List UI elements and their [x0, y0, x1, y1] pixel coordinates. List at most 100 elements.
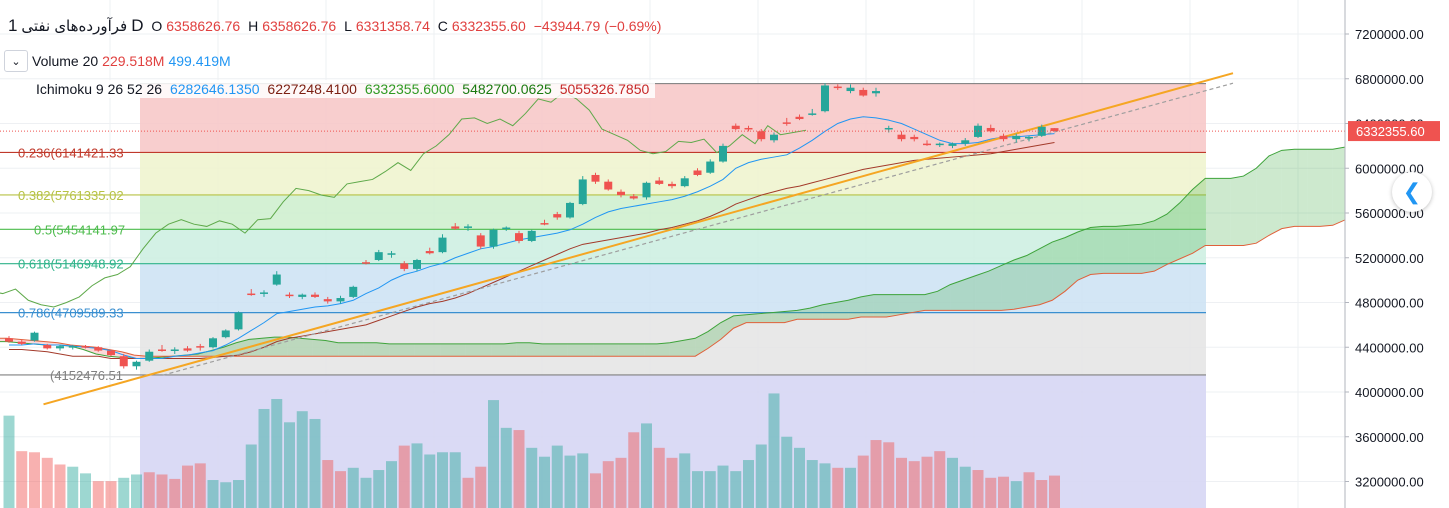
cloud-segment: [1128, 224, 1142, 274]
cloud-segment: [1269, 150, 1282, 236]
open-label: O: [151, 18, 163, 34]
volume-bar: [449, 452, 461, 508]
chevron-left-icon[interactable]: ❮: [1392, 172, 1432, 212]
cloud-segment: [746, 313, 759, 323]
cloud-segment: [771, 311, 785, 323]
close-label: C: [437, 18, 448, 34]
candle-body: [425, 251, 434, 254]
volume-bar: [717, 465, 729, 508]
fib-zone-2: [140, 194, 1206, 230]
volume-bar: [347, 467, 359, 508]
candle-body: [591, 174, 600, 182]
ichimoku-value-3: 6332355.6000: [364, 81, 455, 97]
candle-body: [821, 85, 829, 112]
candle-body: [846, 87, 855, 92]
cloud-segment: [644, 343, 657, 357]
volume-bar: [1036, 480, 1048, 508]
candle-body: [476, 235, 485, 247]
cloud-segment: [1294, 149, 1308, 227]
cloud-segment: [440, 343, 453, 357]
cloud-segment: [1307, 149, 1320, 227]
price-tick-label: 4800000.00: [1355, 296, 1424, 311]
candle-body: [323, 299, 332, 302]
symbol-name[interactable]: فرآورده‌های نفتی: [21, 18, 128, 35]
cloud-segment: [338, 342, 351, 357]
cloud-segment: [210, 347, 224, 357]
volume-bar: [870, 440, 882, 508]
cloud-segment: [1141, 220, 1155, 274]
candle-body: [731, 125, 740, 130]
cloud-segment: [873, 294, 887, 318]
cloud-segment: [835, 300, 849, 320]
interval-label[interactable]: 1D: [8, 16, 144, 35]
candle-body: [540, 223, 549, 225]
volume-bar: [258, 408, 270, 508]
volume-bar: [1010, 481, 1022, 508]
candle-body: [209, 338, 217, 348]
cloud-segment: [1230, 176, 1244, 246]
price-axis-bg: [1345, 0, 1449, 508]
low-label: L: [344, 18, 352, 34]
volume-bar: [947, 457, 958, 508]
cloud-segment: [465, 343, 479, 357]
candle-body: [502, 227, 511, 230]
volume-label[interactable]: Volume 20: [32, 53, 99, 69]
cloud-segment: [1026, 248, 1040, 307]
cloud-segment: [682, 338, 696, 357]
cloud-segment: [618, 343, 632, 357]
cloud-segment: [937, 284, 951, 311]
candle-body: [566, 202, 574, 218]
cloud-segment: [899, 294, 912, 315]
cloud-segment: [848, 296, 861, 320]
legend-ichimoku-row: Ichimoku 9 26 52 26 6282646.1350 6227248…: [34, 80, 656, 98]
candle-body: [374, 252, 383, 260]
ichimoku-label[interactable]: Ichimoku 9 26 52 26: [36, 81, 163, 97]
chikou-line: [0, 91, 807, 308]
candle-body: [56, 346, 64, 349]
candle-body: [706, 161, 715, 173]
fib-label: 0.5(5454141.97: [34, 222, 125, 237]
cloud-segment: [478, 343, 492, 357]
candle-body: [464, 226, 472, 228]
cloud-segment: [1256, 155, 1269, 244]
high-label: H: [248, 18, 259, 34]
cloud-segment: [1065, 232, 1078, 292]
fib-label: 0.236(6141421.33: [18, 145, 124, 160]
candle-body: [578, 179, 587, 205]
candle-body: [999, 135, 1008, 140]
candle-body: [668, 183, 676, 187]
volume-bar: [679, 453, 691, 508]
volume-bar: [80, 473, 91, 508]
candle-body: [260, 292, 268, 294]
cloud-segment: [1179, 189, 1193, 259]
cloud-segment: [1001, 259, 1014, 311]
cloud-segment: [389, 343, 402, 357]
volume-bar: [424, 454, 436, 508]
volume-bar: [207, 480, 219, 508]
cloud-segment: [45, 341, 58, 346]
volume-bar: [921, 456, 933, 508]
volume-bar: [526, 447, 538, 508]
trend-line: [43, 72, 1234, 406]
volume-bar: [666, 457, 678, 508]
candle-body: [897, 134, 906, 140]
candle-body: [362, 262, 370, 264]
close-value: 6332355.60: [451, 18, 526, 34]
candle-body: [884, 127, 893, 130]
volume-bar: [500, 427, 512, 508]
volume-bar: [131, 474, 142, 508]
candle-body: [527, 230, 536, 241]
candle-body: [336, 298, 345, 302]
cloud-segment: [453, 343, 466, 357]
candle-body: [795, 116, 804, 120]
cloud-segment: [1116, 225, 1129, 274]
fib-zone-5: [140, 312, 1206, 375]
candle-body: [81, 346, 90, 348]
volume-bar: [41, 457, 53, 508]
cloud-segment: [325, 340, 339, 357]
volume-bar: [768, 393, 780, 508]
volume-bar: [590, 473, 601, 508]
candle-body: [859, 89, 868, 96]
chevron-down-icon[interactable]: ⌄: [4, 50, 28, 72]
